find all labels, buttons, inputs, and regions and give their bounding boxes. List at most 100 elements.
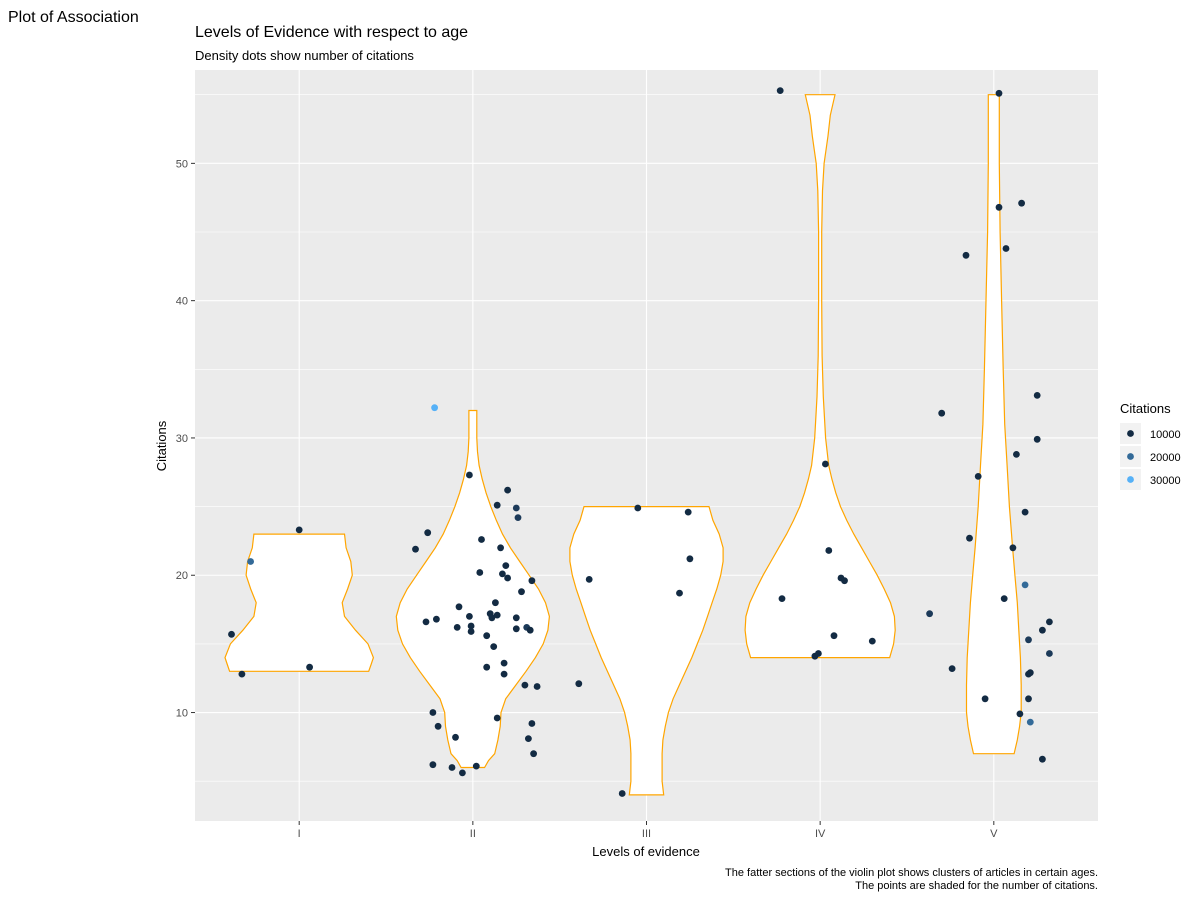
data-point	[493, 714, 501, 722]
data-point	[776, 87, 784, 94]
data-point	[228, 630, 235, 638]
data-point	[466, 471, 473, 479]
data-point	[493, 611, 501, 619]
data-point	[514, 514, 522, 521]
data-point	[778, 595, 786, 602]
y-axis-title: Citations	[154, 420, 169, 471]
data-point	[525, 735, 532, 742]
data-point	[1025, 695, 1032, 703]
data-point	[499, 570, 506, 578]
data-point	[429, 709, 437, 716]
data-point	[1021, 508, 1029, 516]
x-tick-label: III	[642, 828, 651, 840]
data-point	[490, 643, 498, 650]
data-point	[1016, 710, 1024, 718]
legend-label: 30000	[1150, 475, 1181, 487]
data-point	[825, 547, 833, 554]
data-point	[492, 599, 499, 607]
caption-line-2: The points are shaded for the number of …	[855, 880, 1098, 892]
legend-label: 10000	[1150, 429, 1181, 441]
data-point	[448, 764, 456, 771]
data-point	[412, 545, 419, 553]
data-point	[500, 659, 508, 667]
data-point	[1046, 618, 1053, 626]
data-point	[459, 769, 466, 777]
data-point	[452, 733, 459, 741]
data-point	[422, 618, 430, 626]
legend-title: Citations	[1120, 401, 1171, 416]
data-point	[1026, 718, 1034, 726]
y-tick-label: 40	[176, 296, 188, 308]
data-point	[528, 577, 536, 585]
legend-label: 20000	[1150, 452, 1181, 464]
violin-V	[965, 94, 1022, 755]
data-point	[684, 508, 692, 516]
data-point	[526, 626, 534, 634]
x-tick-label: II	[470, 828, 476, 840]
data-point	[822, 460, 829, 468]
data-point	[962, 251, 970, 259]
data-point	[504, 486, 511, 494]
data-point	[1039, 626, 1046, 634]
y-tick-label: 30	[176, 433, 188, 445]
violin-IV	[744, 94, 896, 659]
y-tick-label: 50	[176, 158, 188, 170]
data-point	[467, 628, 475, 635]
x-axis-title: Levels of evidence	[592, 844, 700, 859]
data-point	[948, 665, 956, 672]
x-tick-label: IV	[815, 828, 826, 840]
data-point	[483, 632, 491, 640]
points	[228, 87, 1053, 797]
data-point	[472, 762, 480, 770]
data-point	[815, 650, 822, 657]
y-tick-label: 10	[176, 708, 188, 720]
data-point	[467, 622, 475, 630]
data-point	[686, 555, 694, 563]
data-point	[618, 790, 626, 797]
data-point	[995, 203, 1003, 211]
data-point	[306, 663, 313, 671]
data-point	[830, 632, 838, 640]
legend-swatch	[1127, 476, 1134, 483]
data-point	[1009, 544, 1017, 552]
data-point	[433, 615, 440, 623]
data-point	[575, 680, 583, 688]
data-point	[1021, 581, 1029, 589]
data-point	[966, 534, 973, 542]
data-point	[466, 613, 473, 620]
data-point	[1039, 755, 1046, 763]
y-tick-label: 20	[176, 570, 188, 582]
data-point	[512, 625, 520, 633]
data-point	[488, 614, 496, 622]
data-point	[974, 473, 982, 480]
data-point	[676, 589, 683, 597]
x-tick-label: V	[990, 828, 998, 840]
data-point	[493, 501, 501, 509]
data-point	[1046, 650, 1053, 657]
data-point	[938, 409, 946, 417]
data-point	[478, 536, 485, 543]
y-axis: 10 20 30 40 50	[176, 158, 195, 720]
data-point	[476, 569, 484, 576]
data-point	[634, 504, 642, 512]
data-point	[512, 504, 520, 512]
violin-III	[569, 506, 724, 796]
legend-swatch	[1127, 453, 1134, 460]
data-point	[1033, 392, 1041, 399]
data-point	[1013, 451, 1020, 458]
data-point	[533, 683, 541, 690]
data-point	[926, 610, 933, 618]
data-point	[1025, 636, 1032, 644]
data-point	[518, 588, 525, 596]
data-point	[238, 670, 246, 678]
data-point	[455, 603, 463, 611]
data-point	[247, 558, 255, 565]
violin-II	[395, 409, 551, 769]
data-point	[500, 670, 508, 678]
data-point	[521, 681, 529, 689]
data-point	[504, 574, 511, 582]
chart-title: Levels of Evidence with respect to age	[195, 24, 468, 41]
data-point	[434, 722, 442, 730]
data-point	[1000, 595, 1008, 602]
